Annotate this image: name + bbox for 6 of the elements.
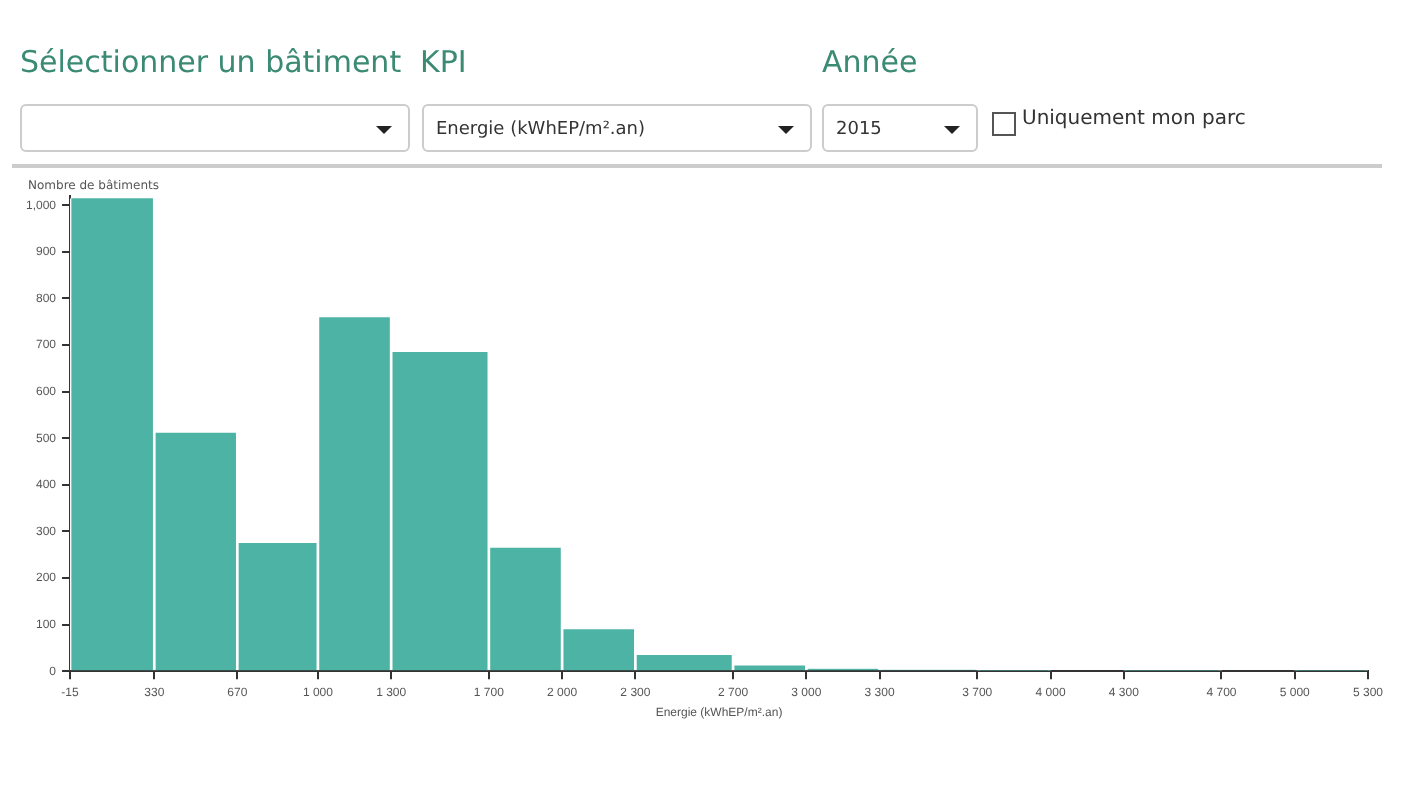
text: Uniquement mon parc [1022,108,1246,130]
text: Energie (kWhEP/m².an) [422,104,812,152]
text: 2015 [822,104,978,152]
text: KPI [420,44,467,80]
text: Sélectionner un bâtiment [20,44,402,80]
text: Année [822,44,918,80]
